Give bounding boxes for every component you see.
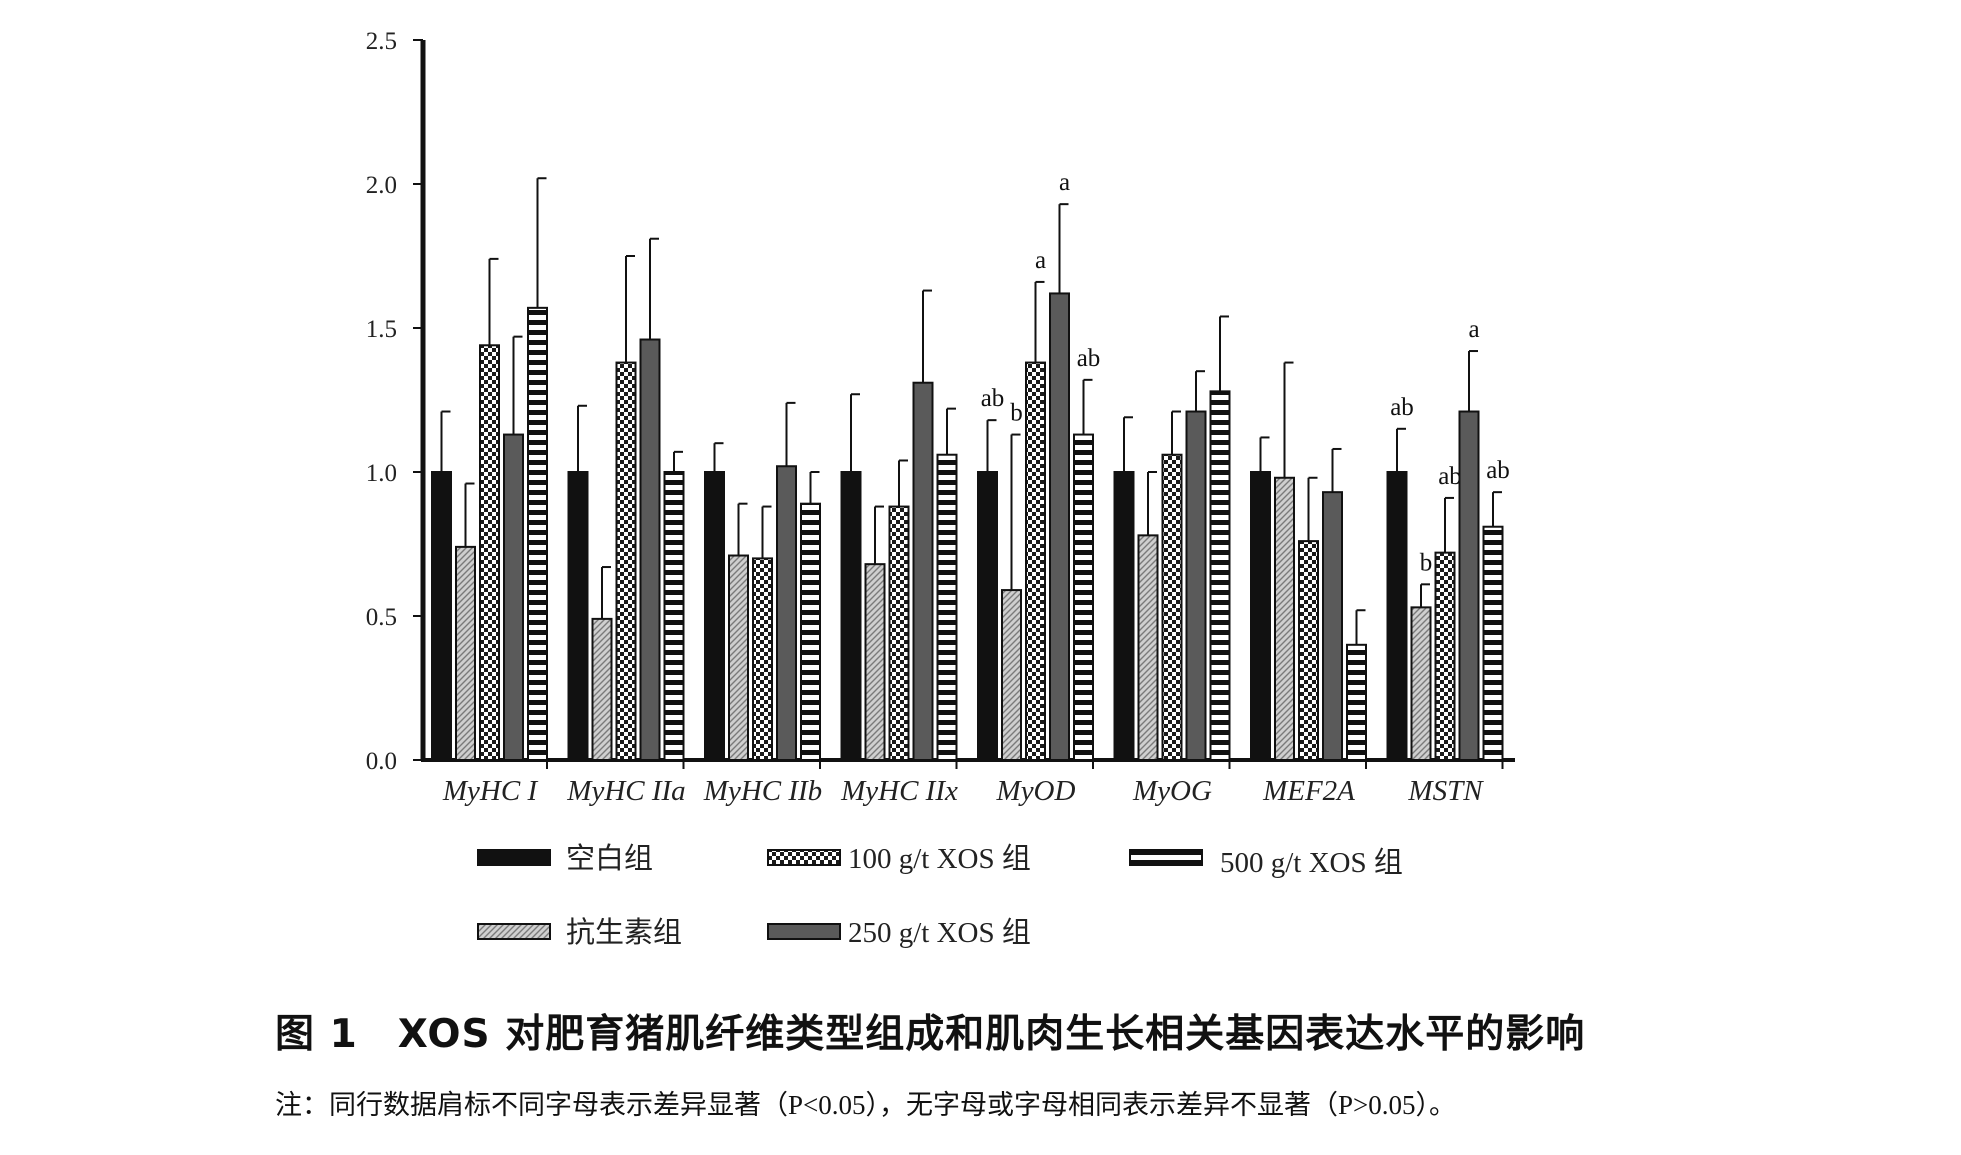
legend-swatch-3	[767, 923, 841, 940]
significance-label-mstn-3: a	[1468, 316, 1479, 343]
bar-mstn-2	[1434, 551, 1456, 762]
bar-mef2a-0	[1250, 471, 1271, 761]
y-tick-label-4: 2.0	[366, 172, 397, 199]
bar-mstn-3	[1458, 410, 1480, 761]
legend-swatch-0	[477, 849, 551, 866]
bar-mstn-0	[1386, 471, 1408, 761]
chart-svg: 0.0 0.5 1.0 1.5 2.0 2.5 MyHC I MyHC IIa MyHC IIb…	[366, 28, 1515, 949]
y-tick-label-0: 0.0	[366, 748, 397, 775]
legend-swatch-4	[1129, 849, 1203, 866]
y-tick-label-5: 2.5	[366, 28, 397, 55]
bar-myhc-iia-4	[663, 471, 685, 761]
bar-myod-2	[1025, 361, 1046, 761]
y-tick-label-1: 0.5	[366, 604, 397, 631]
bar-myog-0	[1113, 471, 1135, 761]
bar-myod-4	[1073, 433, 1094, 761]
y-tick-label-3: 1.5	[366, 316, 397, 343]
significance-label-myod-2: a	[1035, 247, 1046, 274]
bar-mstn-1	[1410, 606, 1432, 761]
bar-myhc-i-1	[455, 545, 476, 761]
significance-label-myod-1: b	[1010, 400, 1023, 427]
bar-myhc-i-3	[503, 433, 524, 761]
significance-label-myod-3: a	[1059, 169, 1070, 196]
bar-myog-3	[1185, 410, 1207, 761]
bar-chart: 0.0 0.5 1.0 1.5 2.0 2.5 MyHC I MyHC IIa MyHC IIb…	[366, 28, 1515, 949]
x-tick-label-myod: MyOD	[996, 775, 1076, 807]
bar-mef2a-2	[1298, 540, 1319, 761]
legend-swatch-1	[477, 923, 551, 940]
significance-label-mstn-4: ab	[1486, 457, 1510, 484]
bar-myhc-iix-4	[936, 453, 958, 761]
legend-label-1: 抗生素组	[566, 916, 682, 949]
bar-mstn-4	[1482, 525, 1504, 761]
bar-myhc-iib-1	[728, 554, 749, 762]
bar-mef2a-1	[1274, 476, 1295, 761]
bar-mef2a-4	[1346, 643, 1367, 761]
legend-label-4: 500 g/t XOS 组	[1220, 846, 1403, 879]
bar-myhc-iib-0	[704, 471, 725, 761]
y-tick-label-2: 1.0	[366, 460, 397, 487]
bar-myhc-iib-2	[752, 557, 773, 762]
bar-myhc-iix-1	[864, 563, 886, 761]
x-tick-label-myhc-iix: MyHC IIx	[840, 775, 958, 807]
significance-label-mstn-2: ab	[1438, 463, 1462, 490]
figure-note: 注：同行数据肩标不同字母表示差异显著（P<0.05），无字母或字母相同表示差异不…	[275, 1090, 1456, 1120]
bar-myhc-iib-3	[776, 465, 797, 761]
x-tick-label-myog: MyOG	[1132, 775, 1212, 807]
bar-myhc-iia-0	[567, 471, 589, 761]
bar-myog-1	[1137, 534, 1159, 761]
legend-label-2: 100 g/t XOS 组	[848, 842, 1031, 875]
bar-myhc-iix-3	[912, 381, 934, 761]
significance-label-myod-0: ab	[981, 385, 1005, 412]
x-tick-label-myhc-iib: MyHC IIb	[703, 775, 822, 807]
bar-myhc-iia-1	[591, 617, 613, 761]
significance-label-myod-4: ab	[1077, 345, 1101, 372]
x-tick-label-mef2a: MEF2A	[1262, 775, 1355, 807]
bar-myhc-iix-2	[888, 505, 910, 761]
bar-myhc-i-2	[479, 344, 500, 761]
legend-label-3: 250 g/t XOS 组	[848, 916, 1031, 949]
bar-myhc-iix-0	[840, 471, 862, 761]
x-tick-label-myhc-i: MyHC I	[442, 775, 539, 807]
bar-myog-4	[1209, 390, 1231, 761]
bar-myhc-i-0	[431, 471, 452, 761]
bar-myhc-iia-3	[639, 338, 661, 761]
bar-myod-1	[1001, 589, 1022, 762]
bar-myod-0	[977, 471, 998, 761]
legend-label-0: 空白组	[566, 842, 653, 875]
x-tick-label-mstn: MSTN	[1407, 775, 1484, 807]
x-tick-label-myhc-iia: MyHC IIa	[566, 775, 685, 807]
bar-myhc-iia-2	[615, 361, 637, 761]
figure-title: 图 1 XOS 对肥育猪肌纤维类型组成和肌肉生长相关基因表达水平的影响	[275, 1012, 1586, 1057]
bar-myog-2	[1161, 453, 1183, 761]
significance-label-mstn-0: ab	[1390, 394, 1414, 421]
bar-mef2a-3	[1322, 491, 1343, 761]
bar-myod-3	[1049, 292, 1070, 761]
bar-myhc-i-4	[527, 306, 548, 761]
legend-swatch-2	[767, 849, 841, 866]
bar-myhc-iib-4	[800, 502, 821, 761]
significance-label-mstn-1: b	[1420, 549, 1433, 576]
